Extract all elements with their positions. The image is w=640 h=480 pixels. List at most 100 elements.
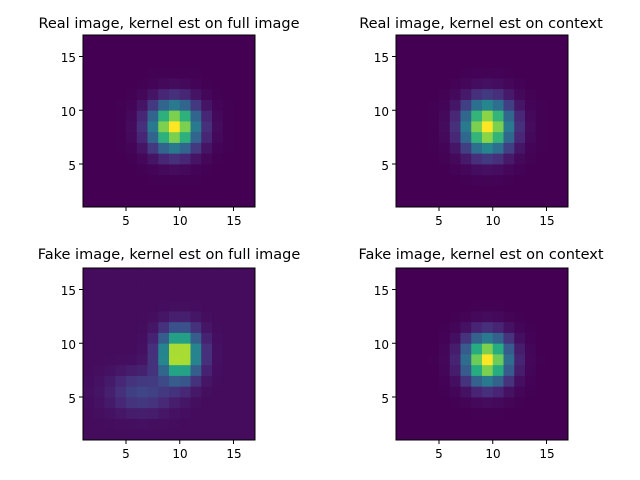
- heatmap-cell: [482, 407, 494, 419]
- heatmap-cell: [190, 397, 202, 409]
- heatmap-cell: [449, 35, 461, 47]
- heatmap-cell: [525, 364, 537, 376]
- heatmap-cell: [406, 429, 418, 441]
- heatmap-cell: [525, 397, 537, 409]
- heatmap-cell: [557, 321, 569, 333]
- heatmap-cell: [233, 153, 245, 165]
- heatmap-cell: [471, 418, 483, 430]
- heatmap-cell: [147, 185, 159, 197]
- heatmap-cell: [126, 311, 138, 323]
- heatmap-cell: [212, 321, 224, 333]
- heatmap-cell: [535, 142, 547, 154]
- heatmap-cell: [83, 375, 95, 387]
- heatmap-cell: [396, 268, 408, 280]
- heatmap-cell: [136, 153, 148, 165]
- heatmap-cell: [115, 386, 127, 398]
- heatmap-cell: [115, 311, 127, 323]
- heatmap-cell: [93, 397, 105, 409]
- panel-title: Real image, kernel est on context: [359, 16, 603, 32]
- heatmap-cell: [244, 354, 256, 366]
- heatmap-cell: [201, 110, 213, 122]
- heatmap-cell: [428, 429, 440, 441]
- heatmap-cell: [428, 196, 440, 208]
- heatmap-cell: [158, 278, 170, 290]
- heatmap-cell: [503, 99, 515, 111]
- heatmap-cell: [190, 321, 202, 333]
- heatmap-cell: [136, 131, 148, 143]
- heatmap-cell: [535, 268, 547, 280]
- heatmap-cell: [212, 332, 224, 344]
- heatmap-cell: [244, 35, 256, 47]
- heatmap-cell: [222, 343, 234, 355]
- heatmap-cell: [244, 311, 256, 323]
- heatmap-cell: [503, 153, 515, 165]
- heatmap-cell: [482, 45, 494, 57]
- heatmap-cell: [104, 153, 116, 165]
- heatmap-cell: [460, 343, 472, 355]
- heatmap-cell: [535, 110, 547, 122]
- heatmap-cell: [136, 407, 148, 419]
- heatmap-cell: [514, 121, 526, 133]
- heatmap-cell: [190, 185, 202, 197]
- heatmap-cell: [406, 110, 418, 122]
- heatmap-cell: [233, 121, 245, 133]
- heatmap-cell: [428, 121, 440, 133]
- heatmap-cell: [147, 300, 159, 312]
- heatmap-cell: [222, 278, 234, 290]
- heatmap-cell: [115, 289, 127, 301]
- heatmap-cell: [190, 364, 202, 376]
- heatmap-cell: [126, 375, 138, 387]
- heatmap-cell: [169, 78, 181, 90]
- heatmap-cell: [492, 131, 504, 143]
- heatmap-cell: [406, 153, 418, 165]
- heatmap-cell: [179, 185, 191, 197]
- heatmap-cell: [535, 99, 547, 111]
- heatmap-cell: [406, 375, 418, 387]
- heatmap-cell: [233, 429, 245, 441]
- heatmap-cell: [244, 278, 256, 290]
- heatmap-cell: [201, 343, 213, 355]
- heatmap-cell: [406, 332, 418, 344]
- heatmap-cell: [104, 354, 116, 366]
- heatmap-cell: [179, 321, 191, 333]
- heatmap-cell: [417, 418, 429, 430]
- heatmap-cell: [179, 67, 191, 79]
- heatmap-cell: [233, 311, 245, 323]
- heatmap-cell: [492, 99, 504, 111]
- heatmap-cell: [514, 153, 526, 165]
- heatmap-cell: [546, 354, 558, 366]
- heatmap-cell: [525, 110, 537, 122]
- heatmap-cell: [179, 110, 191, 122]
- heatmap-cell: [83, 386, 95, 398]
- heatmap-cell: [535, 311, 547, 323]
- heatmap-cell: [233, 174, 245, 186]
- heatmap-cell: [557, 364, 569, 376]
- heatmap-cell: [201, 375, 213, 387]
- heatmap-cell: [233, 45, 245, 57]
- heatmap-cell: [396, 429, 408, 441]
- heatmap-cell: [546, 268, 558, 280]
- x-tick-label: 15: [226, 214, 241, 228]
- heatmap-cell: [525, 121, 537, 133]
- heatmap-cell: [104, 375, 116, 387]
- heatmap-cell: [417, 407, 429, 419]
- heatmap-cell: [179, 35, 191, 47]
- heatmap-cell: [93, 354, 105, 366]
- heatmap-cell: [417, 174, 429, 186]
- heatmap-cell: [482, 153, 494, 165]
- heatmap-cell: [535, 289, 547, 301]
- heatmap-cell: [244, 142, 256, 154]
- heatmap-cell: [244, 153, 256, 165]
- y-tick-label: 15: [374, 51, 389, 65]
- heatmap-cell: [396, 397, 408, 409]
- heatmap-cell: [201, 386, 213, 398]
- heatmap-cell: [503, 311, 515, 323]
- heatmap-cell: [471, 35, 483, 47]
- heatmap-cell: [514, 278, 526, 290]
- heatmap-cell: [158, 418, 170, 430]
- heatmap-cell: [233, 418, 245, 430]
- heatmap-cell: [396, 78, 408, 90]
- heatmap-cell: [115, 78, 127, 90]
- heatmap-cell: [514, 78, 526, 90]
- heatmap-cell: [492, 56, 504, 68]
